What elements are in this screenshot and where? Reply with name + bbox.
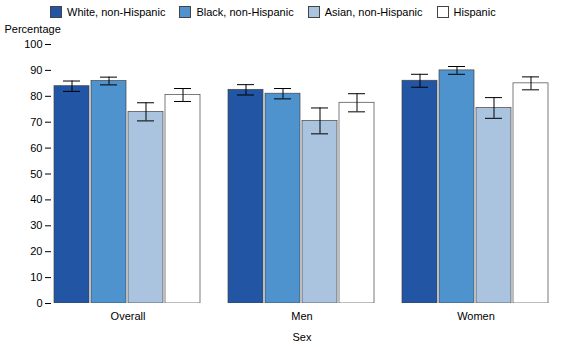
svg-text:70: 70 — [30, 116, 42, 128]
svg-text:Women: Women — [457, 310, 495, 322]
html-text:Asian, non-Hispanic: Asian, non-Hispanic — [324, 6, 423, 18]
svg-text:90: 90 — [30, 64, 42, 76]
svg-text:80: 80 — [30, 90, 42, 102]
svg-text:Sex: Sex — [293, 331, 312, 343]
svg-text:60: 60 — [30, 142, 42, 154]
html-text:White, non-Hispanic: White, non-Hispanic — [67, 6, 166, 18]
svg-text:20: 20 — [30, 245, 42, 257]
svg-text:0: 0 — [36, 297, 42, 309]
svg-text:Percentage: Percentage — [5, 23, 61, 35]
svg-text:30: 30 — [30, 219, 42, 231]
svg-text:100: 100 — [24, 38, 42, 50]
svg-text:Men: Men — [291, 310, 312, 322]
html-text:Black, non-Hispanic: Black, non-Hispanic — [196, 6, 294, 18]
html-text:Hispanic: Hispanic — [453, 6, 496, 18]
svg-text:Overall: Overall — [111, 310, 146, 322]
svg-text:10: 10 — [30, 271, 42, 283]
svg-text:40: 40 — [30, 193, 42, 205]
svg-text:50: 50 — [30, 168, 42, 180]
